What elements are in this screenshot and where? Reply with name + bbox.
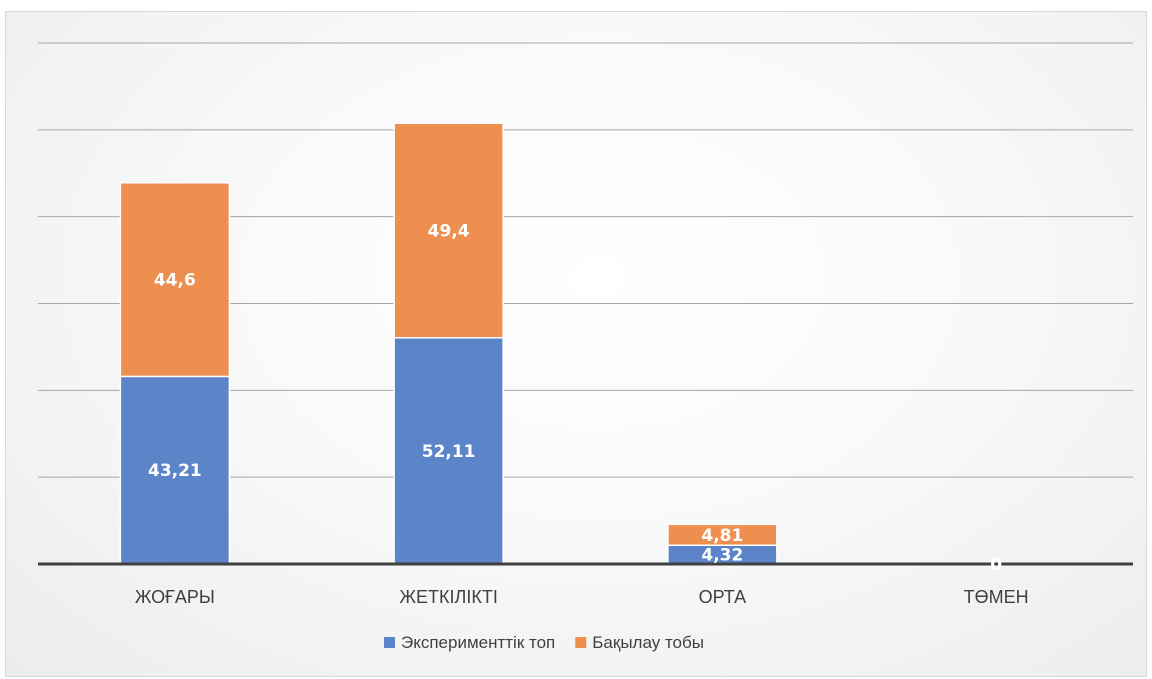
- data-label: 4,32: [701, 546, 743, 566]
- data-label: 43,21: [148, 461, 202, 481]
- legend-entry: Бақылау тобы: [592, 633, 704, 652]
- bar-segment: [667, 523, 778, 546]
- bar-segment: [119, 182, 231, 378]
- legend: Эксперименттік топ Бақылау тобы: [384, 633, 704, 652]
- data-label: 44,6: [154, 271, 196, 291]
- x-tick-label: ТӨМЕН: [964, 587, 1029, 607]
- x-tick-label: ОРТА: [699, 587, 747, 607]
- legend-swatch: [384, 637, 395, 648]
- legend-swatch: [575, 637, 587, 648]
- data-label: 4,81: [701, 526, 743, 546]
- x-tick-label: ЖЕТКІЛІКТІ: [399, 587, 497, 607]
- legend-entry: Эксперименттік топ: [401, 633, 555, 652]
- data-labels: 43,21 44,6 52,11 49,4 4,324,81 0: [148, 222, 1002, 575]
- data-label: 52,11: [422, 442, 476, 462]
- data-label: 0: [990, 555, 1002, 575]
- category-labels: ЖОҒАРЫ ЖЕТКІЛІКТІ ОРТА ТӨМЕН: [135, 587, 1029, 607]
- x-tick-label: ЖОҒАРЫ: [135, 587, 215, 607]
- data-label: 49,4: [428, 222, 470, 242]
- bar-segment: [393, 122, 504, 339]
- bar-segment: [119, 375, 231, 565]
- bars: [119, 122, 778, 565]
